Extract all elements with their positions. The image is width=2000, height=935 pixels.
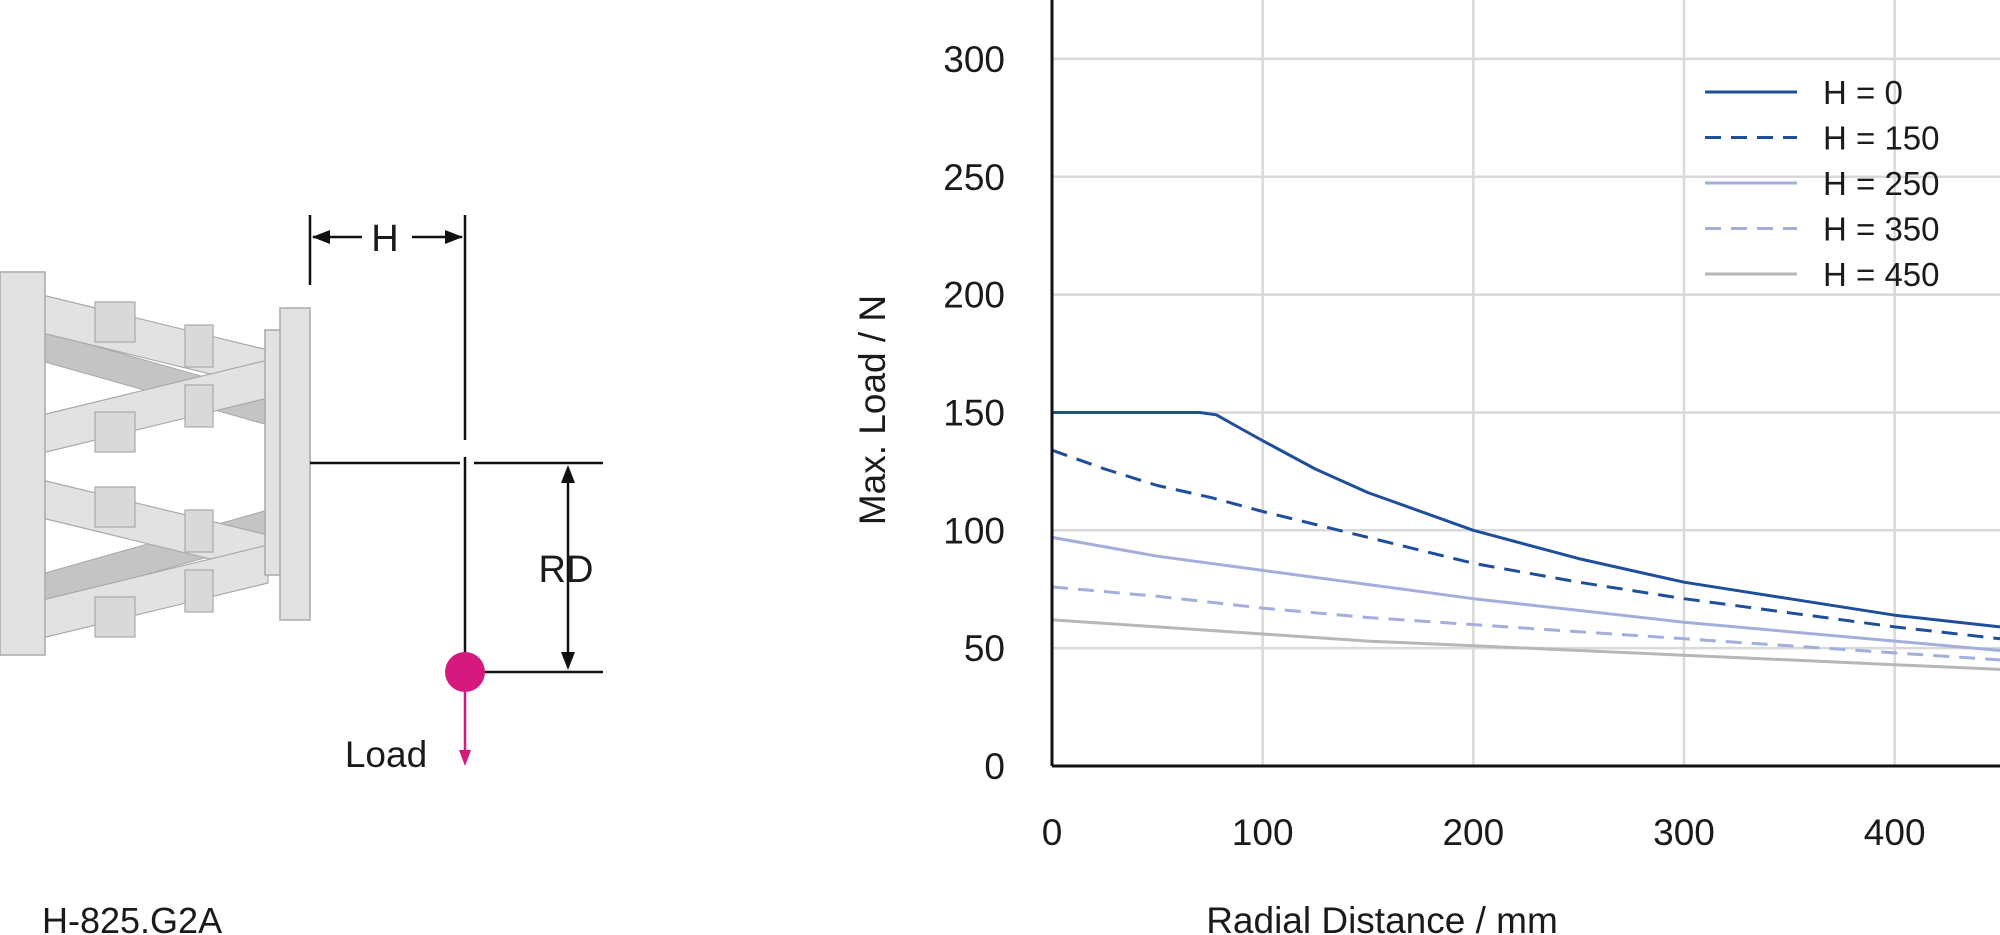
legend-label: H = 250 [1823,165,1940,202]
rd-reference-lines [310,457,603,674]
h-arrow-right [445,230,463,244]
base-plate [0,271,46,656]
y-tick-label: 100 [943,510,1005,551]
legend-label: H = 350 [1823,211,1940,248]
x-tick-label: 400 [1864,812,1926,853]
legend-label: H = 150 [1823,120,1940,157]
chart-series [1051,411,2000,671]
series-line-4 [1051,618,2000,671]
y-tick-label: 50 [964,628,1005,669]
chart-tick-labels: 0 50 100 150 200 250 300 0 100 200 300 400 [943,39,1925,853]
x-tick-label: 300 [1653,812,1715,853]
load-arrow-head [459,750,471,766]
x-tick-label: 200 [1442,812,1504,853]
chart-axes [1050,0,2000,768]
y-tick-label: 0 [984,746,1005,787]
x-tick-label: 100 [1232,812,1294,853]
rd-arrow-down [561,652,575,670]
chart-legend: H = 0 H = 150 H = 250 H = 350 H = 450 [1705,74,1940,293]
series-line-3 [1051,585,2000,662]
series-line-2 [1051,535,2000,652]
rd-label: RD [539,549,594,591]
load-label: Load [345,734,427,775]
hexapod-schematic: H RD Load H-825.G2A [0,215,603,935]
h-arrow-left [312,230,330,244]
y-tick-label: 200 [943,275,1005,316]
y-tick-label: 150 [943,392,1005,433]
y-axis-label: Max. Load / N [852,295,893,525]
y-tick-label: 300 [943,39,1005,80]
legend-label: H = 450 [1823,256,1940,293]
struts-front [41,294,269,639]
x-axis-label: Radial Distance / mm [1206,900,1558,935]
legend-label: H = 0 [1823,74,1903,111]
y-tick-label: 250 [943,157,1005,198]
product-label: H-825.G2A [42,900,222,935]
series-line-0 [1052,411,2000,629]
x-tick-label: 0 [1042,812,1063,853]
h-label: H [371,218,398,260]
rd-arrow-up [561,465,575,483]
top-plate [279,307,311,621]
load-point [445,652,485,692]
